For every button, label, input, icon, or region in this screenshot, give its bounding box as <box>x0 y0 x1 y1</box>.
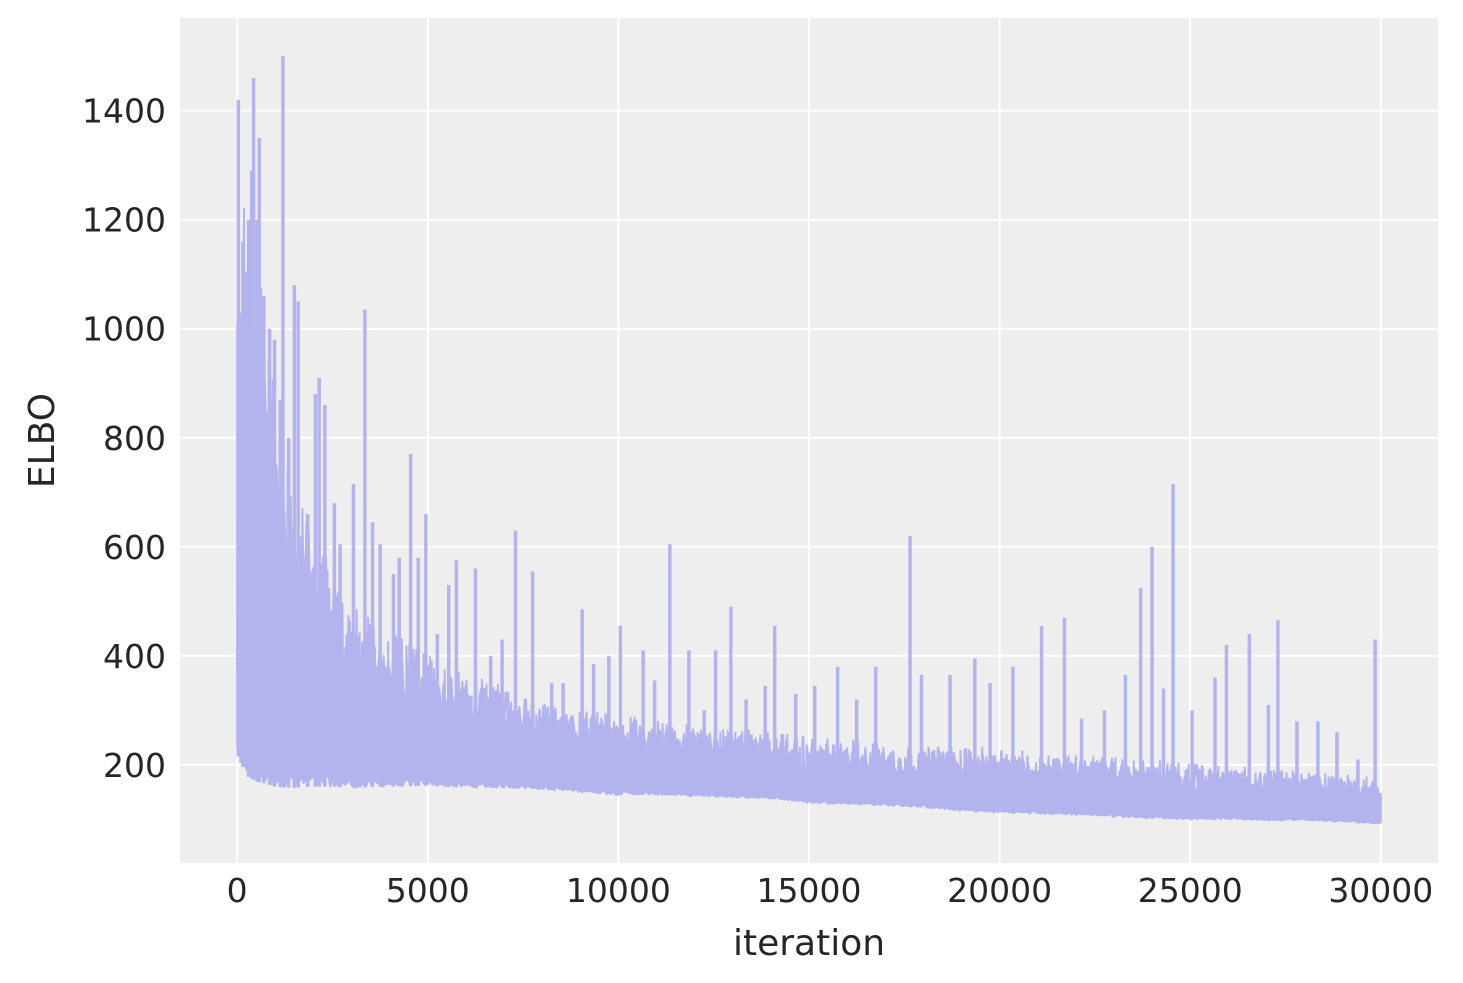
series-layer <box>236 56 1382 825</box>
x-axis-label: iteration <box>733 923 885 964</box>
y-tick-label: 1000 <box>82 310 166 349</box>
y-tick-label: 200 <box>103 746 166 785</box>
y-tick-label: 600 <box>103 528 166 567</box>
y-tick-label: 400 <box>103 637 166 676</box>
elbo-trace-line <box>236 208 1382 824</box>
x-tick-label: 20000 <box>947 871 1052 910</box>
y-axis-label: ELBO <box>22 393 63 488</box>
x-tick-label: 25000 <box>1138 871 1243 910</box>
y-tick-label: 800 <box>103 419 166 458</box>
x-tick-label: 0 <box>227 871 248 910</box>
y-tick-label: 1400 <box>82 92 166 131</box>
x-tick-label: 30000 <box>1328 871 1433 910</box>
x-tick-label: 15000 <box>757 871 862 910</box>
tick-labels: 0 5000 10000 15000 20000 25000 30000 200 400 600 8… <box>82 92 1433 910</box>
x-tick-label: 10000 <box>566 871 671 910</box>
x-tick-label: 5000 <box>386 871 470 910</box>
y-tick-label: 1200 <box>82 201 166 240</box>
